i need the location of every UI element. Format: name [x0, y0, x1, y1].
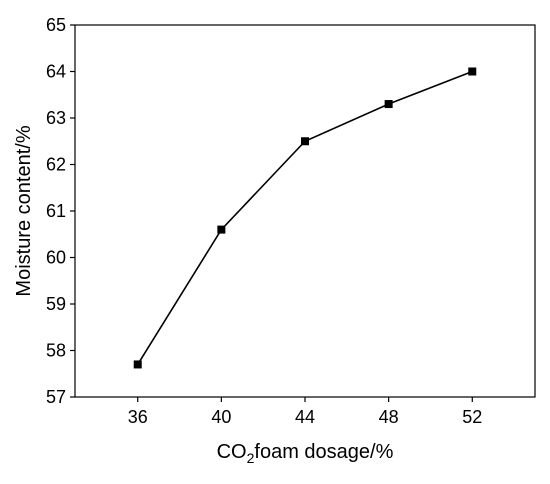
x-axis-ticks: 36 40 44 48 52: [128, 397, 482, 427]
x-tick-label: 44: [295, 407, 315, 427]
data-point: [133, 360, 142, 369]
series-lines: [137, 70, 473, 365]
y-tick-label: 64: [46, 62, 66, 82]
x-tick-label: 40: [211, 407, 231, 427]
y-tick-label: 60: [46, 248, 66, 268]
data-point: [468, 67, 477, 76]
series-points: [133, 67, 477, 369]
y-tick-label: 62: [46, 155, 66, 175]
data-point: [384, 100, 393, 109]
y-tick-label: 65: [46, 15, 66, 35]
series-line: [137, 70, 473, 365]
y-tick-label: 58: [46, 341, 66, 361]
y-tick-label: 63: [46, 108, 66, 128]
y-tick-label: 57: [46, 387, 66, 407]
y-axis-ticks: 57 58 59 60 61 62 63 64 65: [46, 15, 75, 407]
plot-frame: [74, 24, 536, 398]
x-tick-label: 52: [462, 407, 482, 427]
y-tick-label: 59: [46, 294, 66, 314]
x-tick-label: 36: [128, 407, 148, 427]
x-axis-label-suffix: foam dosage/%: [254, 441, 393, 463]
x-axis-label-prefix: CO: [217, 441, 247, 463]
y-tick-label: 61: [46, 201, 66, 221]
x-tick-label: 48: [379, 407, 399, 427]
data-point: [301, 137, 309, 146]
data-point: [217, 225, 226, 234]
y-axis-label: Moisture content/%: [13, 125, 35, 296]
x-axis-label: CO2foam dosage/%: [217, 441, 394, 466]
x-axis-label-subscript: 2: [247, 450, 255, 466]
